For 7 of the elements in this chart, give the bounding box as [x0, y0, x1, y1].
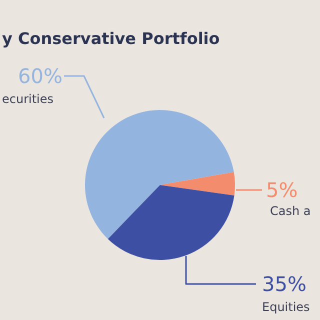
chart-title: y Conservative Portfolio [2, 29, 220, 48]
data-label: 35% [262, 272, 306, 296]
slice-label: Equities [262, 300, 310, 314]
data-label: 5% [266, 178, 298, 202]
slice-label: ecurities [2, 92, 54, 106]
slice-label: Cash a [270, 204, 311, 218]
data-label: 60% [18, 64, 62, 88]
